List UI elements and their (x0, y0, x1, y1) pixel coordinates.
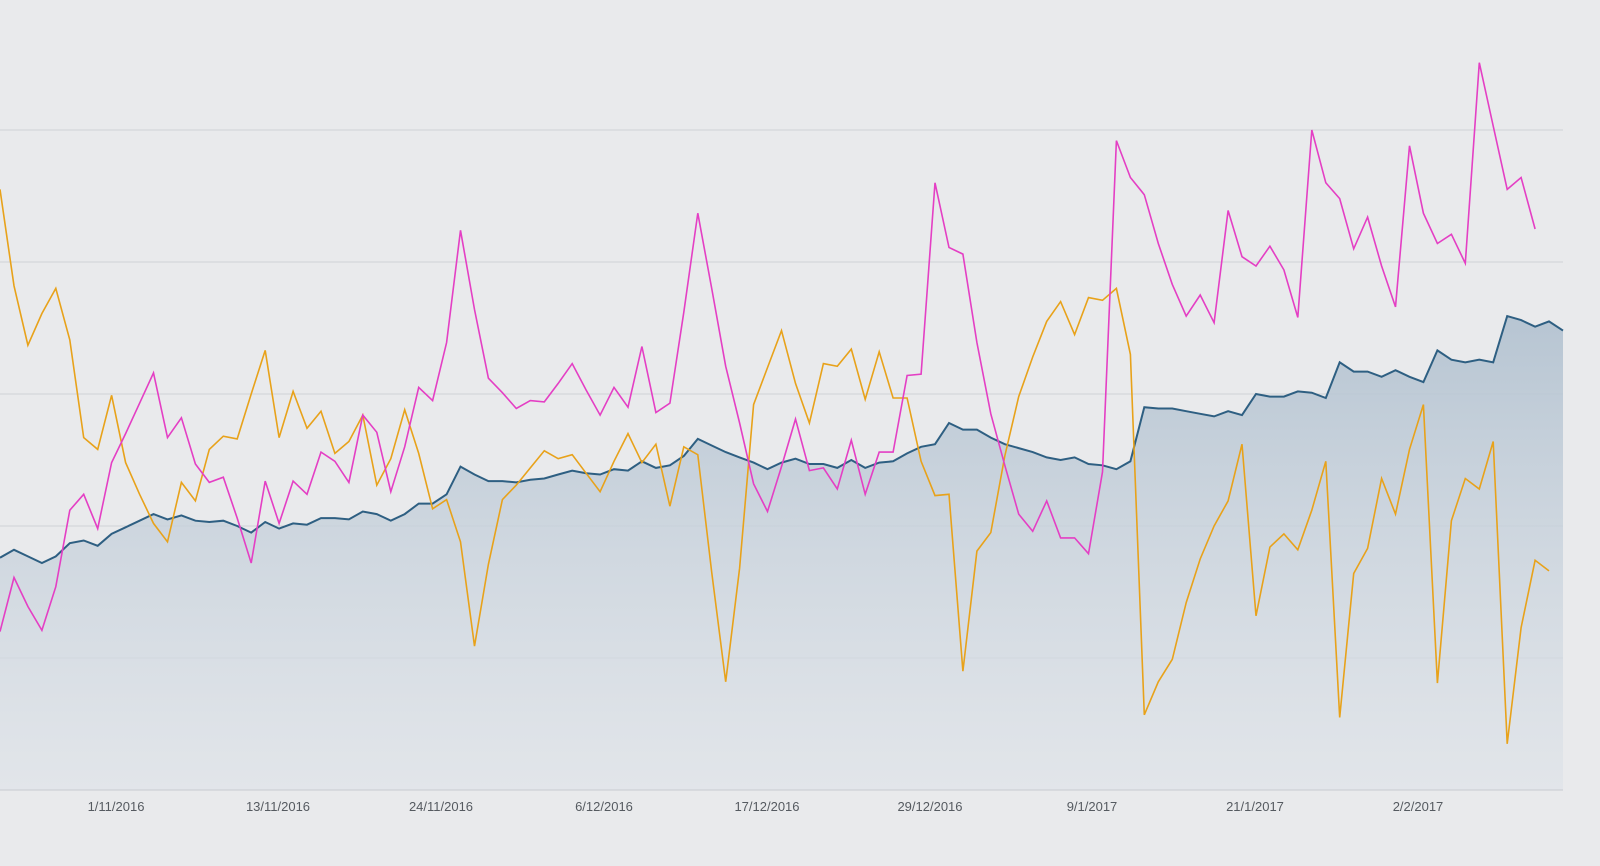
x-tick-label: 24/11/2016 (409, 799, 473, 814)
series-area-fill (0, 316, 1563, 790)
x-tick-label: 1/11/2016 (88, 799, 145, 814)
x-tick-label: 21/1/2017 (1226, 799, 1284, 814)
x-tick-label: 2/2/2017 (1393, 799, 1444, 814)
series-line-3 (0, 62, 1536, 633)
series-line-1 (0, 314, 1564, 565)
x-tick-label: 29/12/2016 (897, 799, 962, 814)
x-tick-label: 13/11/2016 (246, 799, 310, 814)
x-tick-label: 9/1/2017 (1067, 799, 1118, 814)
series-layer (0, 62, 1564, 790)
x-tick-label: 17/12/2016 (734, 799, 799, 814)
x-axis-ticks: 1/11/2016 13/11/2016 24/11/2016 6/12/2016 17… (88, 799, 1444, 814)
x-tick-label: 6/12/2016 (575, 799, 633, 814)
series-line-2 (0, 189, 1550, 744)
